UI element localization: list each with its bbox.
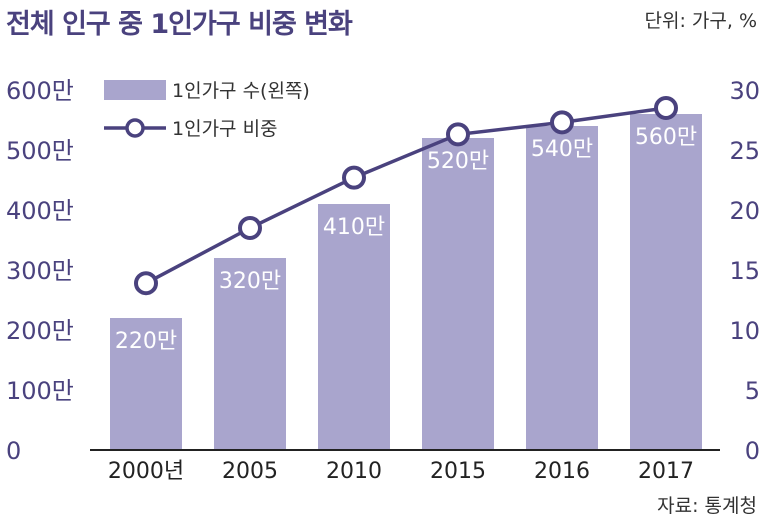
- ratio-point-3: [446, 122, 470, 147]
- bar-0: [110, 318, 182, 450]
- bar-value-label-4: 540만: [531, 137, 593, 162]
- x-tick-label-2: 2010: [326, 459, 382, 484]
- left-tick-label-0: 0: [6, 437, 21, 465]
- bar-2: [318, 204, 390, 450]
- right-tick-label-2: 10: [729, 317, 760, 345]
- bar-4: [526, 126, 598, 450]
- bar-value-label-0: 220만: [115, 329, 177, 354]
- bar-5: [630, 114, 702, 450]
- bar-value-label-2: 410만: [323, 215, 385, 240]
- right-tick-label-0: 0: [745, 437, 760, 465]
- right-tick-label-3: 15: [729, 257, 760, 285]
- legend-bar-swatch: [104, 80, 166, 100]
- left-tick-label-6: 600만: [6, 77, 74, 105]
- x-tick-label-4: 2016: [534, 459, 590, 484]
- ratio-line: [145, 106, 667, 285]
- bar-value-label-5: 560만: [635, 125, 697, 150]
- x-tick-label-1: 2005: [222, 459, 278, 484]
- x-tick-label-3: 2015: [430, 459, 486, 484]
- ratio-point-5: [654, 96, 678, 120]
- bar-1: [214, 258, 286, 450]
- right-tick-label-1: 5: [745, 377, 760, 405]
- left-tick-label-4: 400만: [6, 197, 74, 225]
- left-tick-label-2: 200만: [6, 317, 74, 345]
- ratio-point-4: [550, 110, 574, 135]
- left-tick-label-5: 500만: [6, 137, 74, 165]
- right-tick-label-6: 30: [729, 77, 760, 105]
- x-tick-label-0: 2000년: [108, 459, 184, 484]
- legend-line-marker: [125, 118, 145, 138]
- ratio-point-0: [134, 271, 158, 296]
- ratio-point-1: [238, 216, 262, 240]
- chart-title: 전체 인구 중 1인가구 비중 변화: [6, 9, 353, 40]
- bar-3: [422, 138, 494, 450]
- ratio-point-2: [342, 165, 366, 190]
- legend-label-bar: 1인가구 수(왼쪽): [172, 80, 310, 102]
- source-label: 자료: 통계청: [657, 495, 757, 517]
- bar-value-label-1: 320만: [219, 269, 281, 294]
- x-tick-label-5: 2017: [638, 459, 694, 484]
- right-tick-label-4: 20: [729, 197, 760, 225]
- left-tick-label-1: 100만: [6, 377, 74, 405]
- right-tick-label-5: 25: [729, 137, 760, 165]
- bar-value-label-3: 520만: [427, 149, 489, 174]
- left-tick-label-3: 300만: [6, 257, 74, 285]
- unit-label: 단위: 가구, %: [644, 10, 758, 32]
- legend-label-line: 1인가구 비중: [172, 118, 278, 140]
